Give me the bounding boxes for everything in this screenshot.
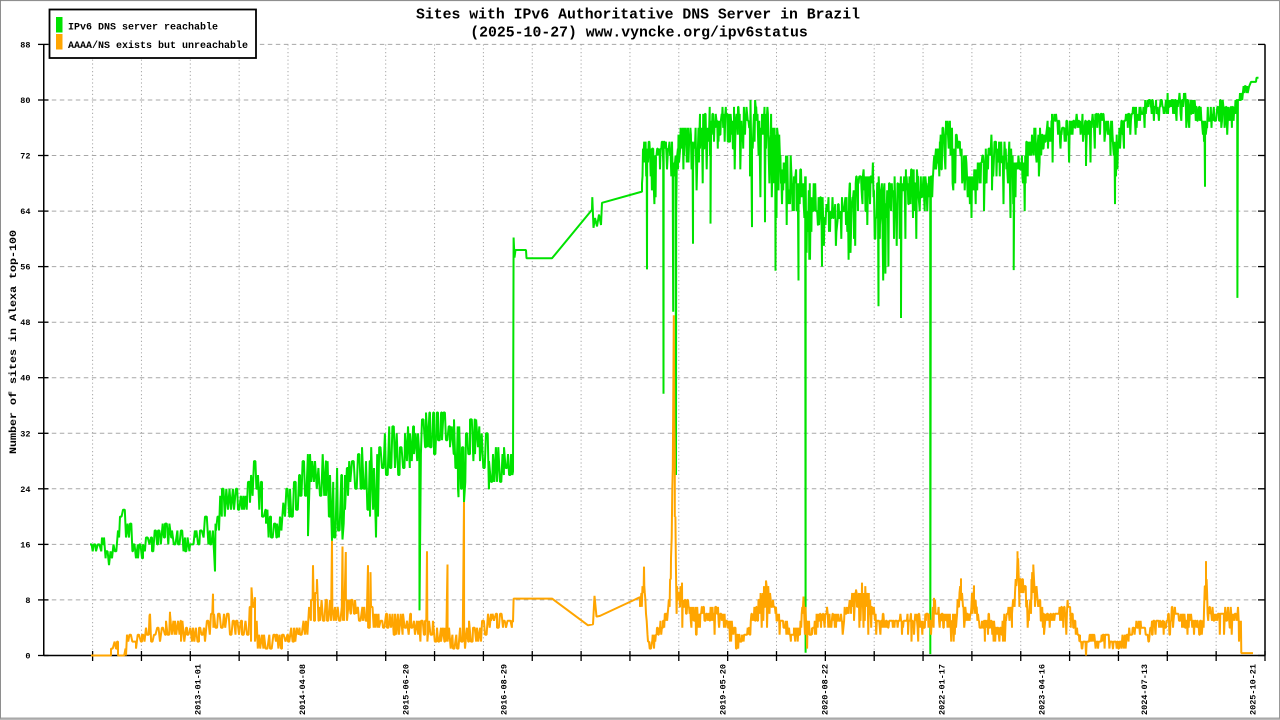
svg-text:2023-04-16: 2023-04-16 xyxy=(1038,664,1048,715)
svg-text:2016-08-29: 2016-08-29 xyxy=(500,664,510,715)
svg-text:2020-08-22: 2020-08-22 xyxy=(821,664,831,715)
svg-text:64: 64 xyxy=(20,207,30,217)
svg-text:16: 16 xyxy=(20,540,30,550)
svg-text:2022-01-17: 2022-01-17 xyxy=(938,664,948,715)
svg-text:24: 24 xyxy=(20,485,30,495)
svg-text:2013-01-01: 2013-01-01 xyxy=(194,664,204,715)
svg-text:2014-04-08: 2014-04-08 xyxy=(298,664,308,715)
svg-text:AAAA/NS exists but unreachable: AAAA/NS exists but unreachable xyxy=(68,40,248,52)
svg-text:40: 40 xyxy=(20,374,30,384)
svg-text:48: 48 xyxy=(20,318,30,328)
svg-text:32: 32 xyxy=(20,429,30,439)
svg-text:Number of sites in Alexa top-1: Number of sites in Alexa top-100 xyxy=(8,230,20,454)
svg-text:2025-10-21: 2025-10-21 xyxy=(1248,664,1258,715)
svg-text:2019-05-20: 2019-05-20 xyxy=(719,664,729,715)
svg-text:56: 56 xyxy=(20,263,30,273)
svg-text:80: 80 xyxy=(20,96,30,106)
svg-text:0: 0 xyxy=(25,652,30,662)
svg-text:88: 88 xyxy=(20,40,30,50)
svg-text:2015-06-20: 2015-06-20 xyxy=(402,664,412,715)
svg-text:Sites with IPv6 Authoritative: Sites with IPv6 Authoritative DNS Server… xyxy=(416,8,860,24)
svg-text:2024-07-13: 2024-07-13 xyxy=(1140,664,1150,715)
svg-text:IPv6 DNS server reachable: IPv6 DNS server reachable xyxy=(68,22,218,34)
svg-text:(2025-10-27) www.vyncke.org/ip: (2025-10-27) www.vyncke.org/ipv6status xyxy=(470,26,807,42)
svg-text:8: 8 xyxy=(25,596,30,606)
svg-text:72: 72 xyxy=(20,152,30,162)
